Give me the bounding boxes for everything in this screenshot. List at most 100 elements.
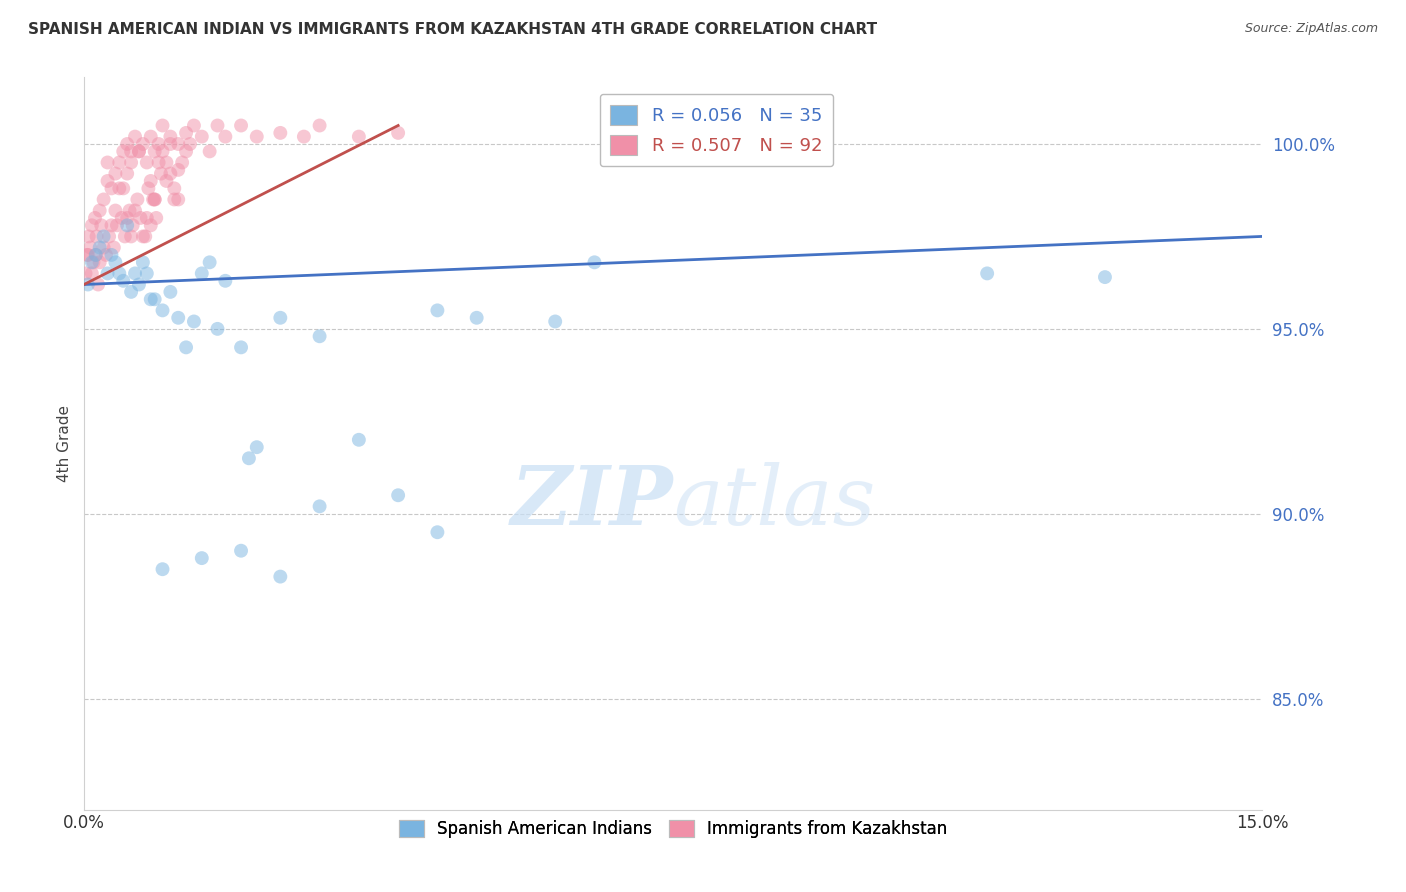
Point <box>149 167 172 181</box>
Point <box>142 193 165 207</box>
Point <box>124 267 146 281</box>
Point <box>155 155 177 169</box>
Text: ZIP: ZIP <box>510 462 673 542</box>
Point <box>152 119 174 133</box>
Point <box>90 219 112 233</box>
Point <box>426 525 449 540</box>
Point <box>120 145 142 159</box>
Point <box>152 562 174 576</box>
Point <box>207 119 229 133</box>
Point <box>167 136 190 151</box>
Point <box>84 248 107 262</box>
Point <box>159 136 181 151</box>
Point <box>387 126 409 140</box>
Text: Source: ZipAtlas.com: Source: ZipAtlas.com <box>1244 22 1378 36</box>
Point <box>167 193 190 207</box>
Point <box>198 255 221 269</box>
Point <box>82 255 104 269</box>
Point <box>104 255 127 269</box>
Point <box>112 145 135 159</box>
Point <box>77 229 100 244</box>
Point <box>347 129 370 144</box>
Point <box>108 267 131 281</box>
Point <box>143 293 166 307</box>
Point <box>76 248 98 262</box>
Point <box>143 193 166 207</box>
Point <box>163 193 186 207</box>
Point <box>139 129 162 144</box>
Point <box>118 203 141 218</box>
Point <box>104 167 127 181</box>
Point <box>191 551 214 566</box>
Point <box>155 174 177 188</box>
Text: atlas: atlas <box>673 462 876 542</box>
Point <box>124 203 146 218</box>
Point <box>292 129 315 144</box>
Point <box>100 248 122 262</box>
Point <box>120 285 142 299</box>
Point <box>80 255 103 269</box>
Point <box>96 174 118 188</box>
Point <box>108 155 131 169</box>
Point <box>207 322 229 336</box>
Point <box>93 229 115 244</box>
Point <box>77 277 100 292</box>
Point <box>132 255 155 269</box>
Point <box>103 240 125 254</box>
Point <box>98 229 121 244</box>
Point <box>174 340 197 354</box>
Point <box>246 440 269 454</box>
Point <box>89 240 111 254</box>
Point <box>139 219 162 233</box>
Point <box>214 274 236 288</box>
Point <box>127 193 149 207</box>
Point <box>145 211 167 225</box>
Point <box>143 145 166 159</box>
Point <box>134 229 156 244</box>
Point <box>583 255 606 269</box>
Point <box>148 155 170 169</box>
Point <box>152 145 174 159</box>
Point <box>84 248 107 262</box>
Y-axis label: 4th Grade: 4th Grade <box>58 405 72 482</box>
Point <box>167 162 190 177</box>
Point <box>120 229 142 244</box>
Point <box>89 203 111 218</box>
Point <box>976 267 998 281</box>
Point <box>112 274 135 288</box>
Point <box>143 193 166 207</box>
Point <box>84 211 107 225</box>
Point <box>124 129 146 144</box>
Point <box>148 136 170 151</box>
Point <box>159 167 181 181</box>
Point <box>191 129 214 144</box>
Point <box>128 145 150 159</box>
Point <box>308 119 330 133</box>
Point <box>198 145 221 159</box>
Point <box>114 229 136 244</box>
Point <box>269 126 291 140</box>
Point <box>214 129 236 144</box>
Point <box>163 181 186 195</box>
Point <box>426 303 449 318</box>
Point <box>108 181 131 195</box>
Point <box>89 255 111 269</box>
Legend: Spanish American Indians, Immigrants from Kazakhstan: Spanish American Indians, Immigrants fro… <box>392 814 953 845</box>
Point <box>100 181 122 195</box>
Point <box>93 240 115 254</box>
Point <box>183 119 205 133</box>
Point <box>86 229 108 244</box>
Point <box>112 181 135 195</box>
Point <box>139 174 162 188</box>
Point <box>159 285 181 299</box>
Point <box>246 129 269 144</box>
Point <box>183 314 205 328</box>
Point <box>100 219 122 233</box>
Point <box>115 136 138 151</box>
Point <box>135 155 157 169</box>
Point <box>104 203 127 218</box>
Point <box>105 219 128 233</box>
Point <box>152 303 174 318</box>
Point <box>138 181 160 195</box>
Point <box>544 314 567 328</box>
